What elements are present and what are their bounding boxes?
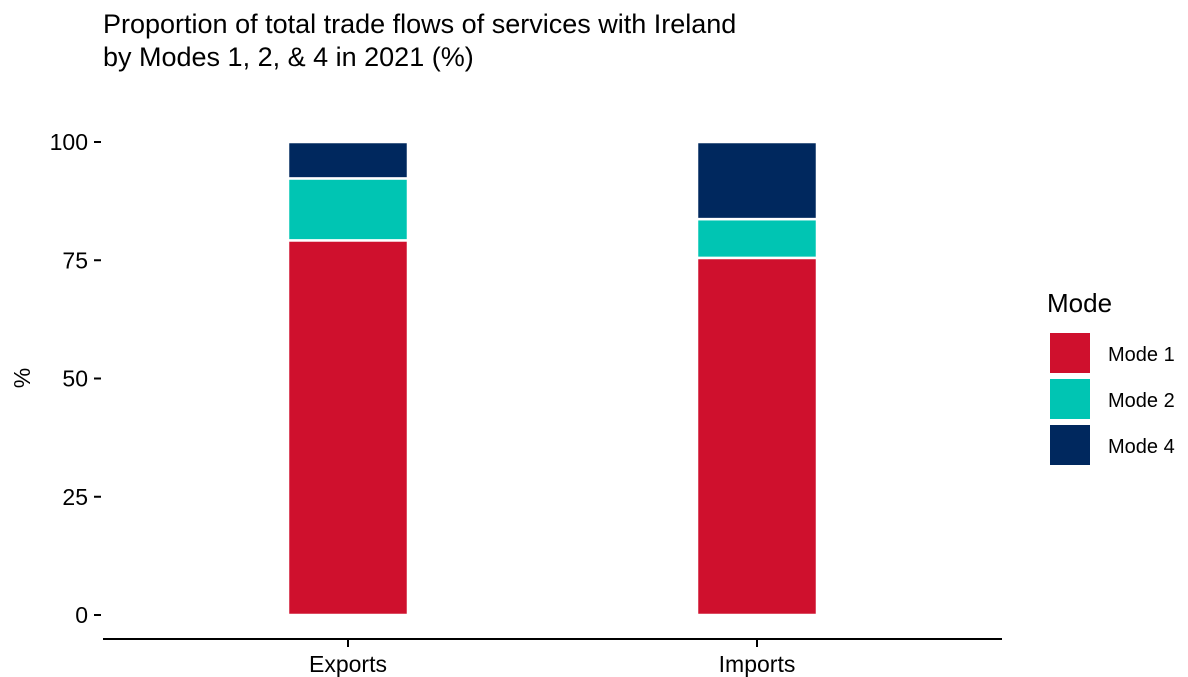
legend-label: Mode 2 bbox=[1108, 390, 1175, 412]
y-tick-label: 50 bbox=[62, 366, 88, 392]
legend-title: Mode bbox=[1047, 288, 1112, 318]
bar-exports-mode-2 bbox=[286, 177, 410, 242]
legend: Mode Mode 1 Mode 2 Mode 4 bbox=[1047, 288, 1175, 465]
bar-exports-mode-4 bbox=[286, 140, 410, 180]
legend-swatch-mode-2 bbox=[1050, 379, 1090, 419]
x-axis: Exports Imports bbox=[309, 640, 795, 677]
x-tick-label: Imports bbox=[719, 651, 796, 677]
bar-imports-mode-1 bbox=[695, 256, 819, 617]
legend-swatch-mode-4 bbox=[1050, 425, 1090, 465]
bar-imports-mode-4 bbox=[695, 140, 819, 221]
y-tick-label: 25 bbox=[62, 484, 88, 510]
y-tick-label: 75 bbox=[62, 247, 88, 273]
legend-label: Mode 4 bbox=[1108, 436, 1175, 458]
chart-title: Proportion of total trade flows of servi… bbox=[103, 9, 736, 39]
y-tick-label: 0 bbox=[75, 602, 88, 628]
x-tick-label: Exports bbox=[309, 651, 387, 677]
legend-label: Mode 1 bbox=[1108, 344, 1175, 366]
bar-exports-mode-1 bbox=[286, 239, 410, 617]
chart-subtitle: by Modes 1, 2, & 4 in 2021 (%) bbox=[103, 42, 474, 72]
bar-imports-mode-2 bbox=[695, 217, 819, 260]
bars-group bbox=[286, 140, 819, 617]
y-axis-title: % bbox=[9, 368, 35, 388]
legend-swatch-mode-1 bbox=[1050, 333, 1090, 373]
y-tick-label: 100 bbox=[50, 129, 88, 155]
y-axis: 0 25 50 75 100 bbox=[50, 129, 101, 628]
